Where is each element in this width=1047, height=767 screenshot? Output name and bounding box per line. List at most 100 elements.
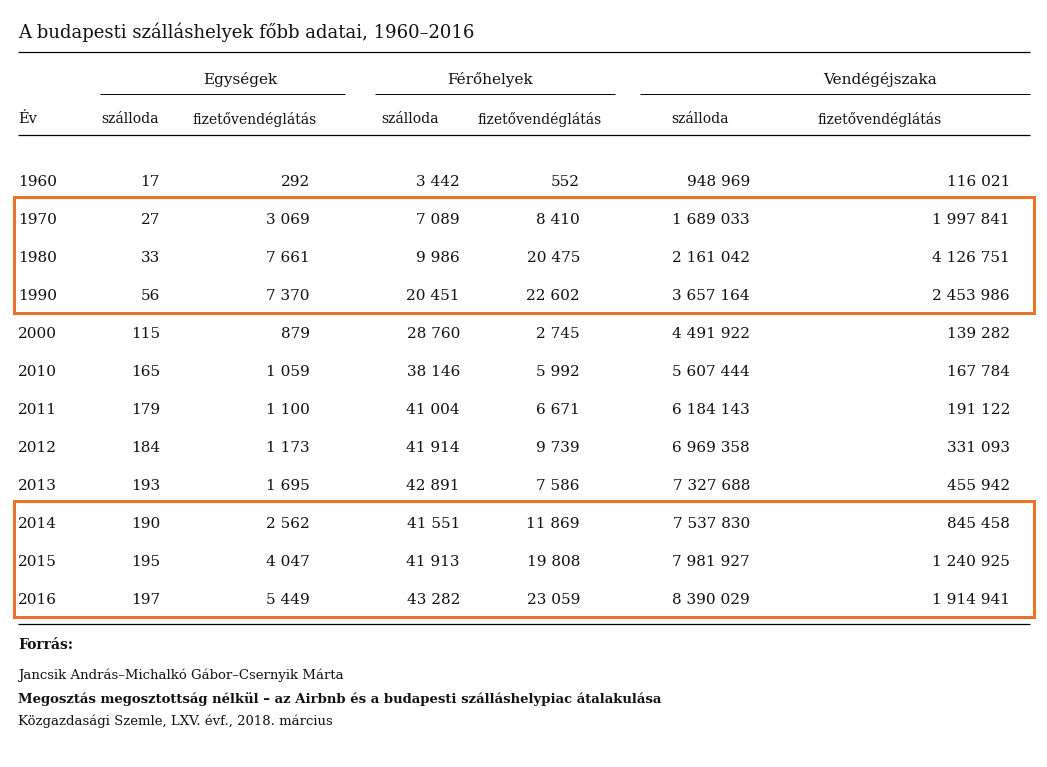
Text: 2 745: 2 745 [536,327,580,341]
Text: fizetővendéglátás: fizetővendéglátás [477,112,602,127]
Text: 6 184 143: 6 184 143 [672,403,750,417]
Text: 27: 27 [140,213,160,227]
Text: 1960: 1960 [18,175,57,189]
Text: 165: 165 [131,365,160,379]
Text: A budapesti szálláshelyek főbb adatai, 1960–2016: A budapesti szálláshelyek főbb adatai, 1… [18,22,474,41]
Text: szálloda: szálloda [381,112,439,126]
Text: Egységek: Egységek [203,72,277,87]
Text: 1980: 1980 [18,251,57,265]
Text: 7 537 830: 7 537 830 [673,517,750,531]
Text: 7 661: 7 661 [266,251,310,265]
Text: 1 059: 1 059 [266,365,310,379]
Text: 3 069: 3 069 [266,213,310,227]
Text: 879: 879 [281,327,310,341]
Text: 9 986: 9 986 [417,251,460,265]
Text: 948 969: 948 969 [687,175,750,189]
Text: 4 126 751: 4 126 751 [932,251,1010,265]
Text: 6 969 358: 6 969 358 [672,441,750,455]
Text: Férőhelyek: Férőhelyek [447,72,533,87]
Text: 455 942: 455 942 [946,479,1010,493]
Text: 2016: 2016 [18,593,57,607]
Text: 7 370: 7 370 [267,289,310,303]
Text: 42 891: 42 891 [406,479,460,493]
Text: 1970: 1970 [18,213,57,227]
Text: Vendégéjszaka: Vendégéjszaka [823,72,937,87]
Text: 331 093: 331 093 [946,441,1010,455]
Text: 197: 197 [131,593,160,607]
Text: 5 449: 5 449 [266,593,310,607]
Text: 7 981 927: 7 981 927 [672,555,750,569]
Text: Megosztás megosztottság nélkül – az Airbnb és a budapesti szálláshelypiac átalak: Megosztás megosztottság nélkül – az Airb… [18,692,662,706]
Text: 28 760: 28 760 [406,327,460,341]
Text: 9 739: 9 739 [536,441,580,455]
Text: Forrás:: Forrás: [18,638,73,652]
Text: 845 458: 845 458 [948,517,1010,531]
Text: 5 607 444: 5 607 444 [672,365,750,379]
Text: 2015: 2015 [18,555,57,569]
Text: 41 551: 41 551 [406,517,460,531]
Text: 116 021: 116 021 [946,175,1010,189]
Text: 19 808: 19 808 [527,555,580,569]
Text: 292: 292 [281,175,310,189]
Text: 2012: 2012 [18,441,57,455]
Text: 6 671: 6 671 [536,403,580,417]
Text: 2011: 2011 [18,403,57,417]
Text: 4 491 922: 4 491 922 [672,327,750,341]
Text: 195: 195 [131,555,160,569]
Text: 41 913: 41 913 [406,555,460,569]
Text: 1 695: 1 695 [266,479,310,493]
Text: 2014: 2014 [18,517,57,531]
Text: 3 442: 3 442 [417,175,460,189]
Text: 20 475: 20 475 [527,251,580,265]
Text: 552: 552 [551,175,580,189]
Text: 5 992: 5 992 [536,365,580,379]
Text: Jancsik András–Michalkó Gábor–Csernyik Márta: Jancsik András–Michalkó Gábor–Csernyik M… [18,668,343,682]
Text: 3 657 164: 3 657 164 [672,289,750,303]
Text: szálloda: szálloda [102,112,159,126]
Text: 2 562: 2 562 [266,517,310,531]
Text: 43 282: 43 282 [406,593,460,607]
Text: Közgazdasági Szemle, LXV. évf., 2018. március: Közgazdasági Szemle, LXV. évf., 2018. má… [18,714,333,728]
Text: 22 602: 22 602 [527,289,580,303]
Text: 2000: 2000 [18,327,57,341]
Text: 33: 33 [140,251,160,265]
Text: 8 390 029: 8 390 029 [672,593,750,607]
Text: 2 453 986: 2 453 986 [933,289,1010,303]
Text: 190: 190 [131,517,160,531]
Text: 41 004: 41 004 [406,403,460,417]
Text: fizetővendéglátás: fizetővendéglátás [818,112,942,127]
Text: szálloda: szálloda [671,112,729,126]
Text: 41 914: 41 914 [406,441,460,455]
Bar [14,197,1034,313]
Text: 2010: 2010 [18,365,57,379]
Text: 56: 56 [140,289,160,303]
Text: 11 869: 11 869 [527,517,580,531]
Text: 2013: 2013 [18,479,57,493]
Text: Év: Év [18,112,37,126]
Text: 1 173: 1 173 [266,441,310,455]
Text: 7 327 688: 7 327 688 [672,479,750,493]
Text: 1 689 033: 1 689 033 [672,213,750,227]
Text: fizetővendéglátás: fizetővendéglátás [193,112,317,127]
Text: 193: 193 [131,479,160,493]
Text: 179: 179 [131,403,160,417]
Text: 1 997 841: 1 997 841 [932,213,1010,227]
Text: 7 089: 7 089 [417,213,460,227]
Text: 115: 115 [131,327,160,341]
Text: 2 161 042: 2 161 042 [672,251,750,265]
Bar [14,501,1034,617]
Text: 139 282: 139 282 [946,327,1010,341]
Text: 1 914 941: 1 914 941 [932,593,1010,607]
Text: 20 451: 20 451 [406,289,460,303]
Text: 167 784: 167 784 [946,365,1010,379]
Text: 1 100: 1 100 [266,403,310,417]
Text: 7 586: 7 586 [536,479,580,493]
Text: 17: 17 [140,175,160,189]
Text: 191 122: 191 122 [946,403,1010,417]
Text: 38 146: 38 146 [406,365,460,379]
Text: 184: 184 [131,441,160,455]
Text: 1990: 1990 [18,289,57,303]
Text: 8 410: 8 410 [536,213,580,227]
Text: 23 059: 23 059 [527,593,580,607]
Text: 4 047: 4 047 [266,555,310,569]
